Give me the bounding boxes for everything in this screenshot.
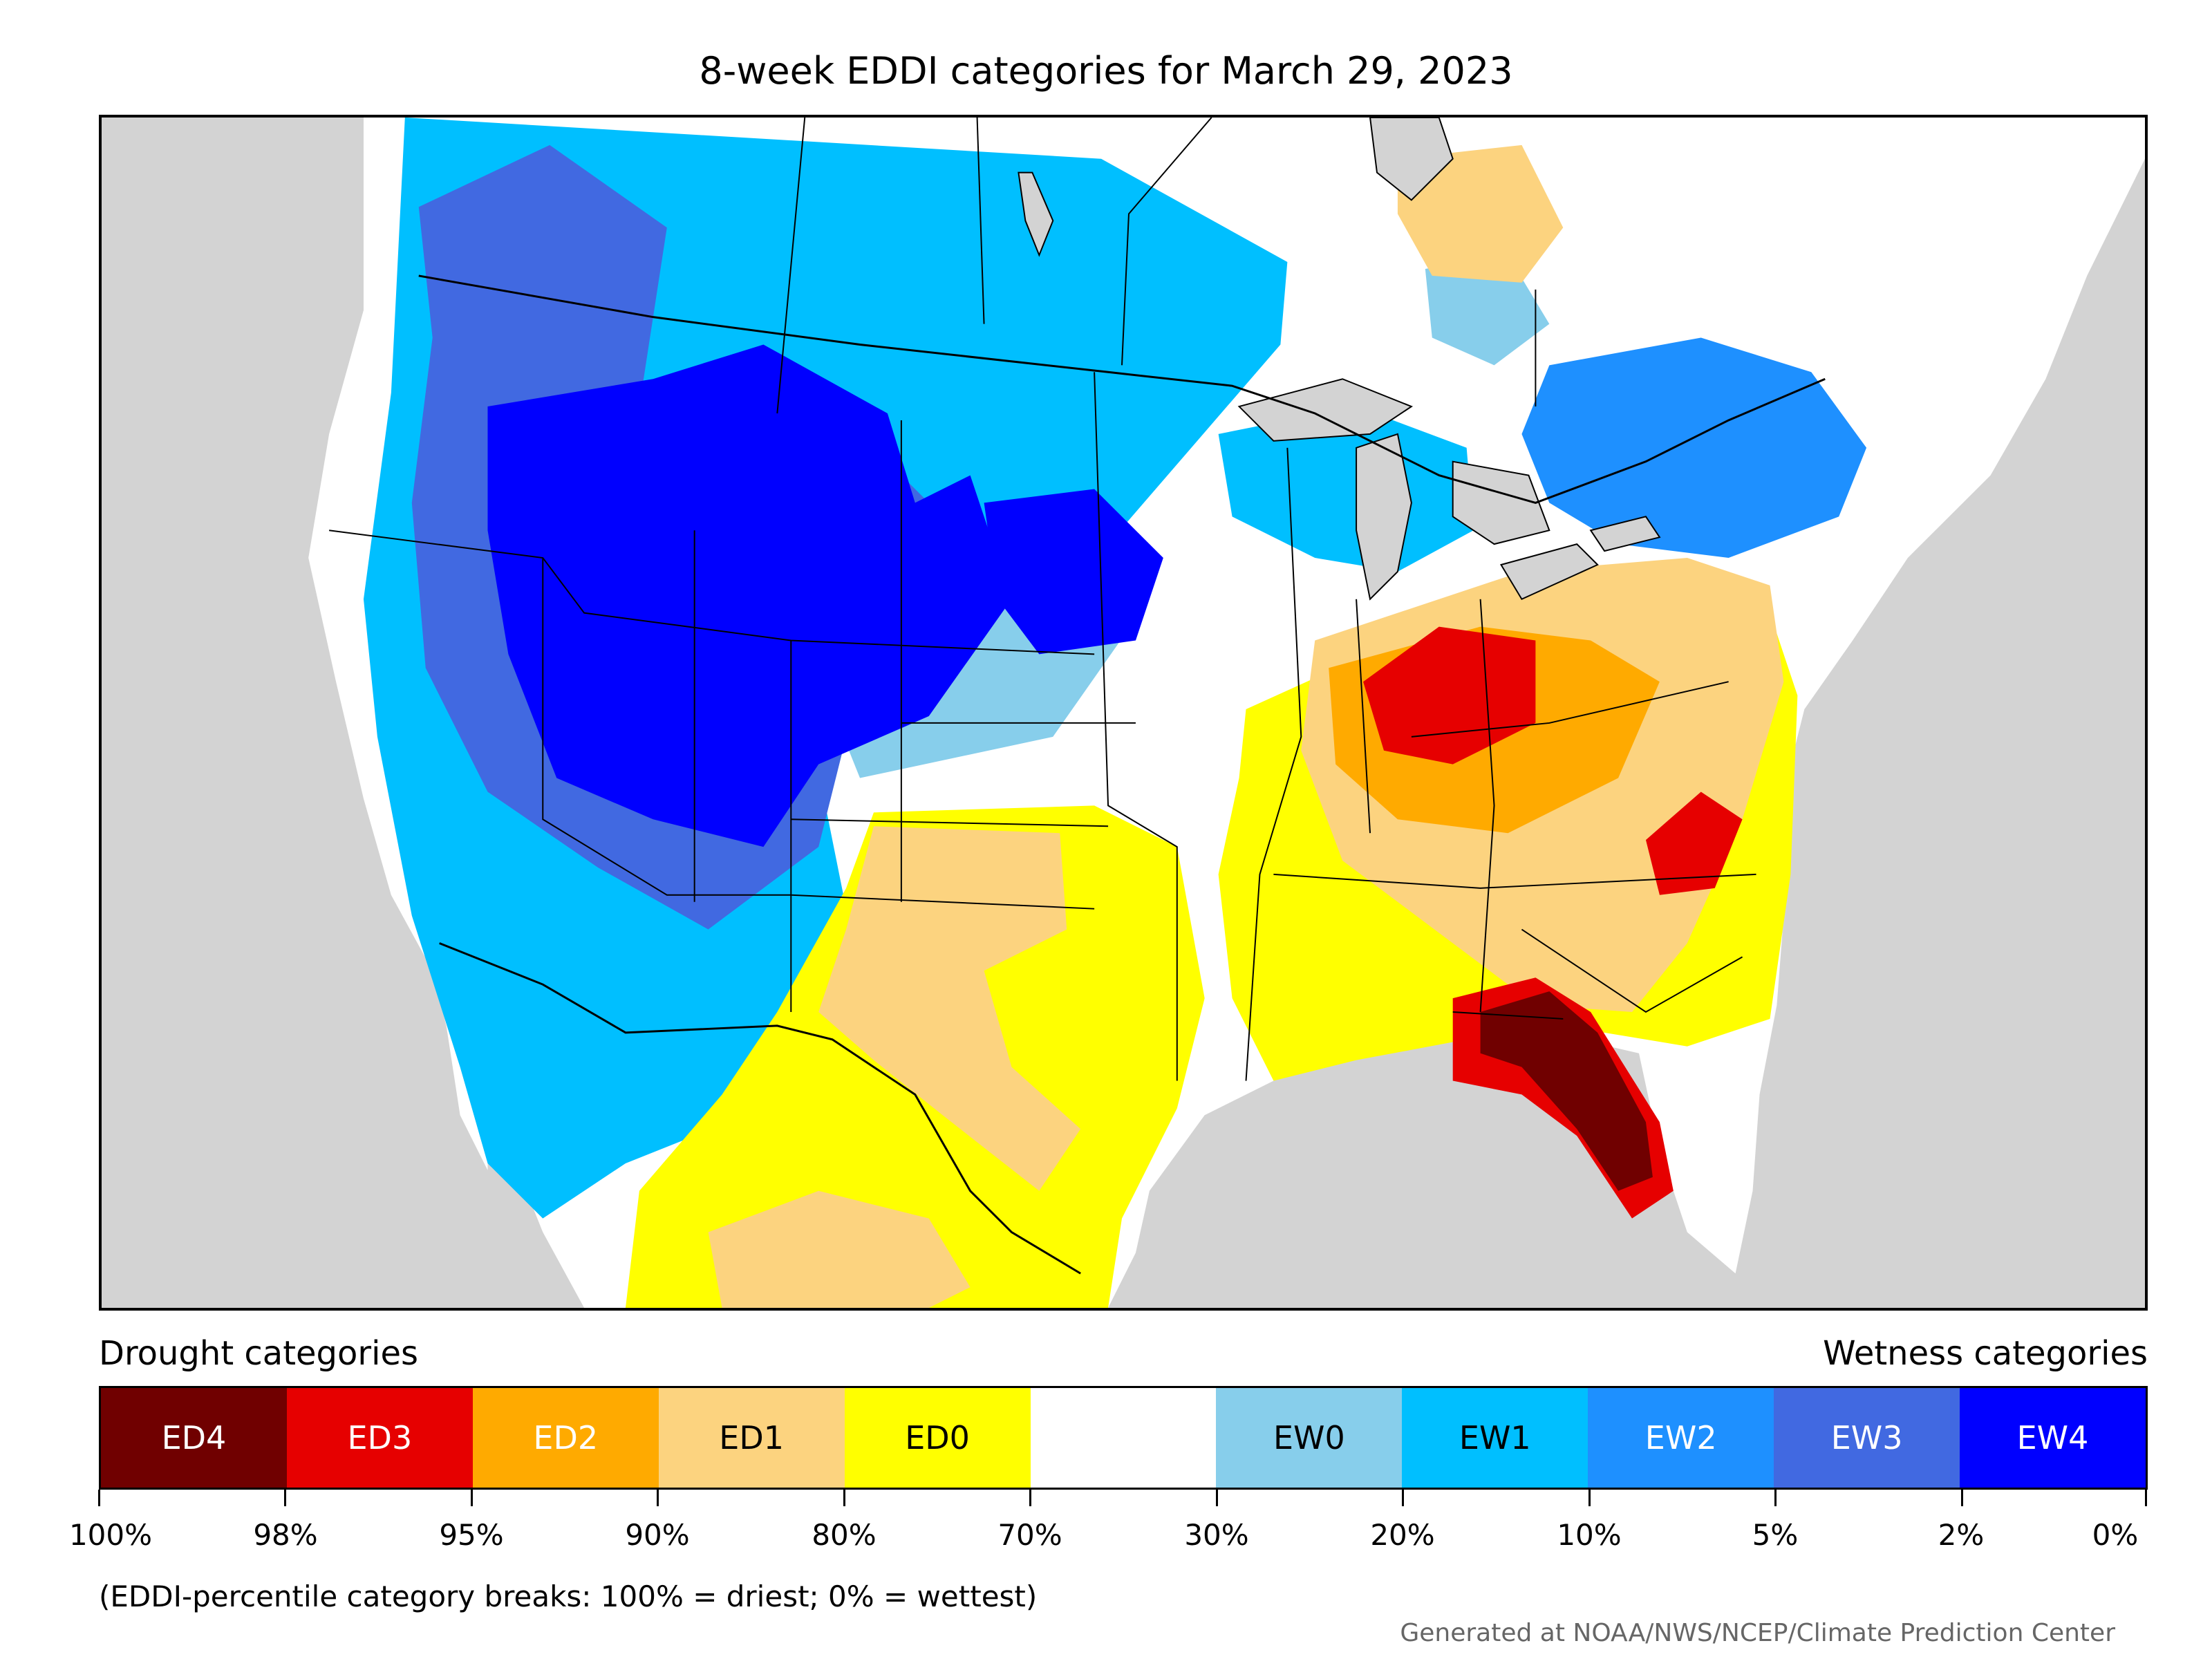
us-mexico-border [439,942,1081,1275]
map-title: 8-week EDDI categories for March 29, 202… [699,49,1513,93]
legend-tick [1402,1490,1405,1506]
legend-tick [1774,1490,1777,1506]
eddi-map [102,118,2145,1308]
great-lakes [1237,378,1661,601]
legend-tick [1215,1490,1218,1506]
legend-swatch-normal [1030,1388,1217,1488]
legend-break-label: 0% [2092,1518,2139,1552]
dry-region-ed4-florida [1480,991,1653,1191]
legend-tick [843,1490,845,1506]
footnote: (EDDI-percentile category breaks: 100% =… [99,1580,1038,1613]
wet-region-ew2-northeast [1521,337,1867,559]
legend-swatch-ed3: ED3 [286,1388,473,1488]
legend-tick [98,1490,100,1506]
state-boundaries [328,118,1756,1081]
legend-break-label: 95% [439,1518,504,1552]
wet-region-ew4-plains [984,489,1163,655]
legend-tick [1588,1490,1591,1506]
hudson-james-bay [1369,118,1454,201]
legend-swatch-ew0: EW0 [1216,1388,1403,1488]
legend-swatch-ew2: EW2 [1588,1388,1774,1488]
legend-swatch-ed0: ED0 [844,1388,1031,1488]
drought-caption: Drought categories [99,1334,418,1373]
legend-bar: ED4 ED3 ED2 ED1 ED0 EW0 EW1 EW2 EW3 EW4 [99,1386,2148,1490]
legend-break-label: 90% [625,1518,690,1552]
legend-break-label: 98% [253,1518,318,1552]
legend-break-label: 2% [1938,1518,1985,1552]
legend-break-label: 70% [997,1518,1062,1552]
legend-swatch-ed4: ED4 [101,1388,287,1488]
legend-tick [657,1490,659,1506]
dry-region-ed1-quebec [1397,144,1564,283]
dry-region-ed1-texas [818,826,1081,1191]
legend-break-label: 100% [68,1518,153,1552]
legend-swatch-ew1: EW1 [1402,1388,1588,1488]
legend-ticks [98,1490,2148,1510]
legend-tick [1960,1490,1963,1506]
legend-break-label: 20% [1370,1518,1435,1552]
legend-break-label: 10% [1557,1518,1622,1552]
legend-tick [284,1490,287,1506]
legend-swatch-ed1: ED1 [658,1388,845,1488]
wet-region-ew0-quebec [1425,255,1550,366]
wet-region-ew4 [487,344,1012,847]
dry-region-ed3-carolina [1645,791,1743,895]
legend-break-label: 80% [812,1518,877,1552]
wet-region-ew1-great-lakes [1218,406,1474,572]
legend-swatch-ed2: ED2 [472,1388,659,1488]
dry-region-ed1-mexico [708,1190,971,1308]
legend-tick [470,1490,473,1506]
legend-swatch-ew3: EW3 [1774,1388,1960,1488]
us-canada-border [418,274,1826,504]
legend-swatch-ew4: EW4 [1960,1388,2146,1488]
legend-tick [2145,1490,2148,1506]
wetness-caption: Wetness categories [1823,1334,2148,1373]
legend-break-label: 5% [1752,1518,1799,1552]
lake-winnipeg [1018,171,1054,257]
map-frame [99,115,2148,1311]
dry-region-ed3 [1363,626,1536,765]
legend-break-label: 30% [1184,1518,1249,1552]
credit: Generated at NOAA/NWS/NCEP/Climate Predi… [1400,1619,2115,1647]
legend-tick [1029,1490,1032,1506]
